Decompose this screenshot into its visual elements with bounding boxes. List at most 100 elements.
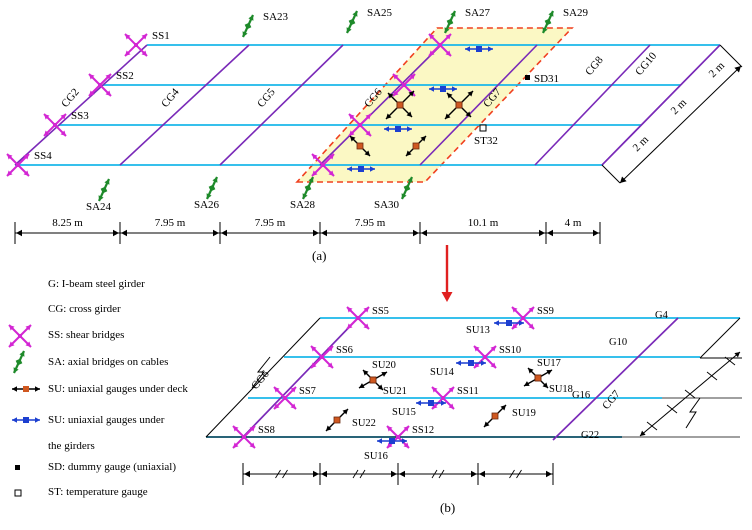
bottom-su17-arrow-head-end: [546, 370, 552, 375]
top-zone-shear-1-arm-b-head-end: [445, 34, 451, 40]
top-shear-2-center: [98, 83, 102, 87]
bottom-su22-label: SU22: [352, 418, 376, 429]
bottom-shear-6-center: [483, 355, 487, 359]
top-caption: (a): [312, 248, 326, 263]
top-shear-1-arm-a-head-end: [141, 50, 147, 56]
top-shear-1-arm-b-head-start: [125, 50, 131, 56]
legend-girder-arrow-head-start: [12, 417, 17, 423]
top-axial-top-4-center: [544, 18, 552, 26]
legend-text-7: the girders: [48, 440, 95, 452]
bottom-span-break-b-0: [282, 469, 288, 479]
top-shear-3-arm-a-head-start: [44, 114, 50, 120]
bottom-span-break-b-3: [516, 469, 522, 479]
top-axial-bottom-label-3: SA28: [290, 199, 316, 211]
top-deck-gauge-3-arrow-head-start: [350, 136, 356, 142]
top-span-arrow-l-2: [221, 229, 227, 237]
bottom-g4-label: G4: [655, 310, 669, 321]
bottom-girder-gauge-3-arrow-head-end: [441, 400, 446, 406]
top-girder-gauge-1-arrow-head-end: [488, 46, 493, 52]
bottom-shear-8-arm-a-head-start: [387, 426, 393, 432]
bottom-span-arrow-l-0: [244, 470, 250, 478]
bottom-shear-8-arm-b-head-end: [403, 426, 409, 432]
bottom-su21-label: SU21: [383, 386, 407, 397]
top-axial-top-2-center: [348, 18, 356, 26]
bottom-su17-arrow-head-start: [524, 381, 530, 386]
top-deck-gauge-4-arrow-head-end: [420, 136, 426, 142]
bottom-girder-gauge-2-square: [468, 360, 474, 366]
top-girder-gauge-1-arrow-head-start: [465, 46, 470, 52]
top-dummy-label: SD31: [534, 73, 559, 85]
legend-shear-symbol-arm-a-head-end: [25, 341, 31, 347]
top-deck-gauge-2b-square: [455, 101, 463, 109]
top-zone-shear-1-arm-a-head-end: [445, 50, 451, 56]
top-axial-top-2-head-start: [346, 27, 352, 33]
legend-shear-symbol-arm-b-head-start: [9, 341, 15, 347]
bottom-span-arrow-l-1: [321, 470, 327, 478]
bottom-su14-label: SU14: [430, 367, 455, 378]
top-girder-gauge-3-square: [395, 126, 401, 132]
top-zone-shear-4-arm-a-head-start: [312, 154, 318, 160]
top-cross-girder-cg10: [601, 44, 721, 166]
bottom-su15-label: SU15: [392, 407, 416, 418]
top-girder-gauge-1-square: [476, 46, 482, 52]
top-shear-3-center: [53, 123, 57, 127]
top-zone-shear-4-arm-b-head-start: [312, 170, 318, 176]
bottom-su20-arrow-head-start: [359, 383, 365, 388]
top-axial-bottom-4-head-start: [401, 193, 407, 199]
top-axial-top-2-head-end: [352, 11, 358, 17]
bottom-girder-gauge-2-arrow-head-end: [481, 360, 486, 366]
legend-shear-symbol-arm-b-head-end: [25, 325, 31, 331]
top-zone-shear-2-arm-b-head-start: [393, 90, 399, 96]
bottom-right-dim-head-start: [640, 430, 646, 436]
bottom-su19-arrow-head-start: [484, 421, 490, 427]
bottom-su18-label: SU18: [549, 384, 573, 395]
top-zone-shear-2-center: [402, 83, 406, 87]
legend-axial-symbol-head-end: [19, 351, 25, 357]
bottom-su18-square: [534, 374, 542, 382]
bottom-shear-3-arm-a-head-end: [290, 403, 296, 409]
top-girder-gauge-4-square: [358, 166, 364, 172]
top-shear-2-arm-b-head-end: [105, 74, 111, 80]
top-girder-gauge-2-arrow-head-end: [452, 86, 457, 92]
top-cross-girder-3: [219, 44, 344, 166]
legend-text-2: CG: cross girder: [48, 303, 121, 315]
bottom-shear-6-arm-b-head-end: [490, 346, 496, 352]
top-shear-1-arm-b-head-end: [141, 34, 147, 40]
top-span-arrow-r-3: [413, 229, 419, 237]
top-side-ext-1: [601, 164, 621, 184]
top-span-arrow-l-0: [16, 229, 22, 237]
top-shear-3-arm-a-head-end: [60, 130, 66, 136]
top-span-label-5: 10.1 m: [468, 217, 499, 229]
top-zone-shear-4-arm-a-head-end: [328, 170, 334, 176]
bottom-shear-label-1: SS5: [372, 306, 389, 317]
top-shear-label-3: SS3: [71, 110, 89, 122]
top-span-label-1: 8.25 m: [52, 217, 83, 229]
bottom-shear-5-arm-a-head-start: [512, 307, 518, 313]
top-span-arrow-r-2: [313, 229, 319, 237]
bottom-shear-label-2: SS6: [336, 345, 353, 356]
bottom-right-dim-tick-3: [684, 389, 696, 399]
top-axial-bottom-4-head-end: [407, 177, 413, 183]
top-axial-top-3-head-start: [444, 27, 450, 33]
top-axial-bottom-2-head-end: [212, 177, 218, 183]
top-cg-label-3: CG5: [255, 86, 278, 110]
bottom-girder-gauge-4-arrow-head-end: [402, 438, 407, 444]
top-cg-label-7: CG10: [633, 50, 659, 78]
bottom-su20-arrow-head-end: [381, 372, 387, 377]
top-deck-gauge-1-arrow-head-start: [386, 113, 392, 119]
top-axial-bottom-2-head-start: [206, 193, 212, 199]
top-zone-shear-3-arm-a-head-end: [365, 130, 371, 136]
bottom-right-dim-tick-1: [646, 421, 658, 431]
top-span-arrow-r-0: [113, 229, 119, 237]
bottom-shear-8-arm-b-head-start: [387, 442, 393, 448]
top-cross-girder-2: [119, 44, 250, 166]
top-span-arrow-l-4: [421, 229, 427, 237]
bottom-cg6: [242, 317, 359, 438]
top-deck-gauge-4-square: [412, 142, 420, 150]
top-shear-1-center: [134, 43, 138, 47]
bottom-span-break-a-1: [352, 469, 359, 479]
bottom-shear-7-arm-a-head-start: [432, 387, 438, 393]
view-arrow-head: [441, 292, 453, 302]
